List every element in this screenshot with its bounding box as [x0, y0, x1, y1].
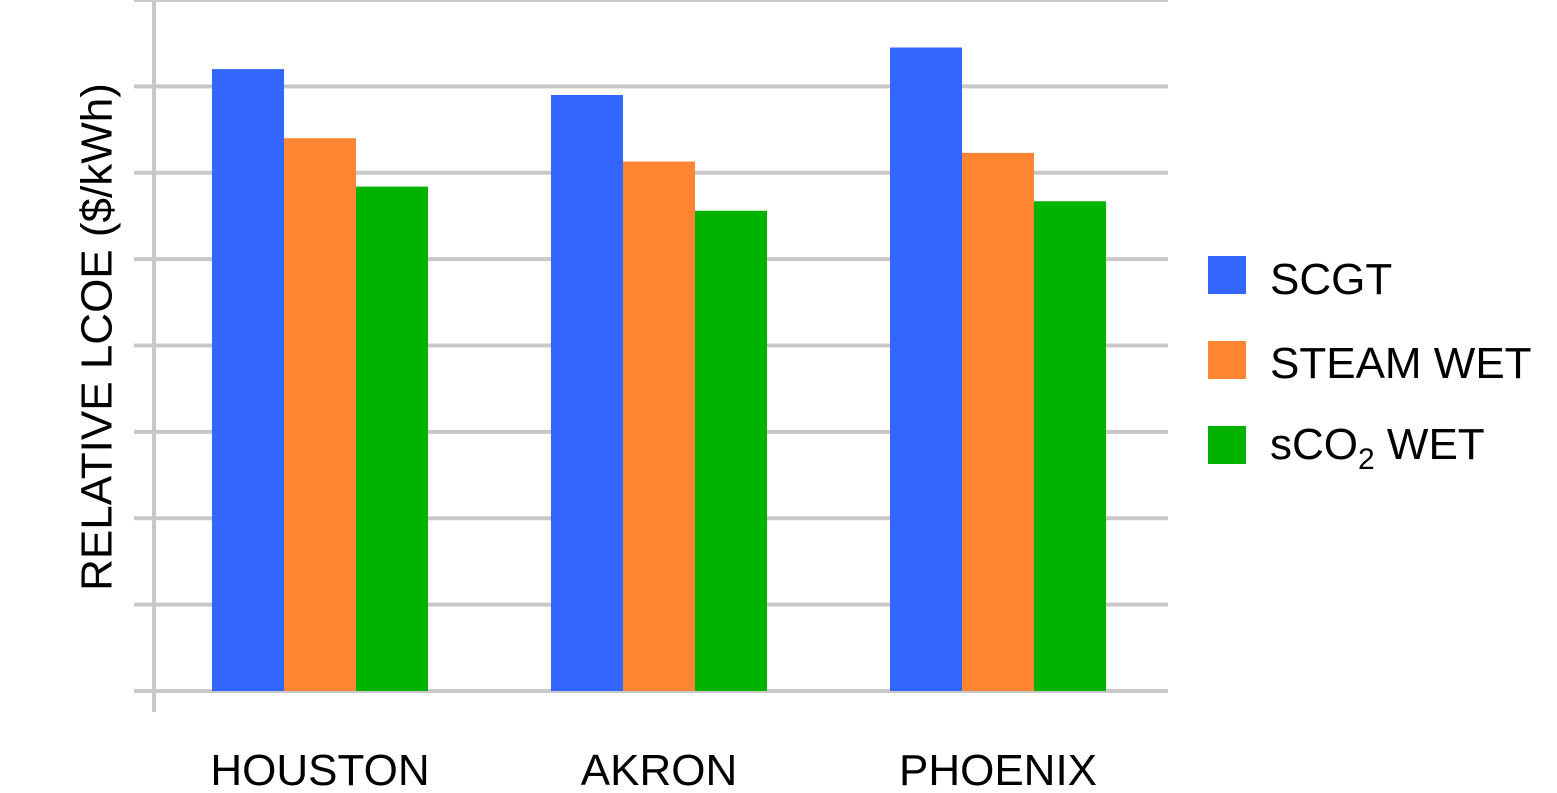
x-tick-label-akron: AKRON — [581, 746, 737, 793]
bar-houston-steam-wet — [284, 138, 356, 691]
legend-label-scgt: SCGT — [1270, 255, 1392, 304]
bar-akron-scgt — [551, 95, 623, 691]
bar-phoenix-scgt — [890, 47, 962, 692]
bar-phoenix-sco2-wet — [1034, 201, 1106, 691]
bar-akron-steam-wet — [623, 161, 695, 692]
legend-label-sco2-tail: WET — [1375, 420, 1485, 469]
legend: SCGT STEAM WET sCO2 WET — [1208, 255, 1532, 476]
bar-phoenix-steam-wet — [962, 152, 1034, 692]
legend-swatch-sco2-wet — [1208, 426, 1246, 464]
legend-swatch-scgt — [1208, 256, 1246, 294]
legend-label-sco2-wet: sCO2 WET — [1270, 420, 1485, 476]
x-tick-label-houston: HOUSTON — [210, 746, 429, 793]
bar-akron-sco2-wet — [695, 210, 767, 691]
legend-swatch-steam-wet — [1208, 341, 1246, 379]
legend-label-sco2-main: sCO — [1270, 420, 1358, 469]
x-tick-labels: HOUSTON AKRON PHOENIX — [210, 746, 1097, 793]
bar-houston-sco2-wet — [356, 186, 428, 691]
x-tick-label-phoenix: PHOENIX — [899, 746, 1097, 793]
bars — [212, 47, 1106, 692]
y-axis-label: RELATIVE LCOE ($/kWh) — [73, 83, 122, 591]
bar-houston-scgt — [212, 69, 284, 692]
legend-label-sco2-sub: 2 — [1358, 443, 1375, 476]
legend-label-steam-wet: STEAM WET — [1270, 339, 1532, 388]
